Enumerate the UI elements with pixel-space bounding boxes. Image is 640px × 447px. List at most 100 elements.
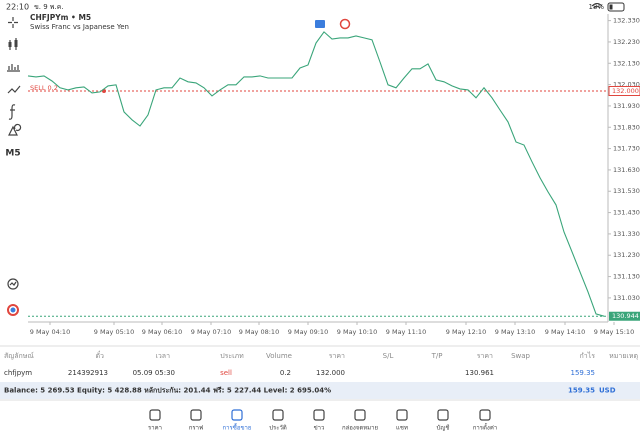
- y-tick-label: 131.930: [613, 102, 640, 110]
- position-price: 130.961: [465, 369, 494, 377]
- x-tick-label: 9 May 04:10: [30, 328, 70, 336]
- price-tag-label: 132.000: [612, 87, 639, 95]
- column-header: ราคา: [477, 352, 493, 360]
- zoom-tool[interactable]: [7, 278, 19, 290]
- y-tick-label: 131.830: [613, 123, 640, 131]
- y-tick-label: 131.630: [613, 166, 640, 174]
- price-line-series: [27, 31, 605, 317]
- y-tick-label: 131.230: [613, 251, 640, 259]
- price-line-label: SELL 0.2: [30, 84, 58, 92]
- position-profit: 159.35: [571, 369, 596, 377]
- tab-label: การซื้อขาย: [223, 422, 252, 432]
- tab-icon: [149, 409, 161, 421]
- battery-icon: [607, 2, 625, 12]
- column-header: สัญลักษณ์: [4, 352, 34, 360]
- y-tick-label: 131.530: [613, 187, 640, 195]
- tab-icon: [313, 409, 325, 421]
- battery-fill: [609, 4, 613, 10]
- position-open-price: 132.000: [316, 369, 345, 377]
- shapes-tool[interactable]: [8, 123, 22, 136]
- tab[interactable]: ราคา: [148, 409, 162, 432]
- y-tick-label: 131.130: [613, 273, 640, 281]
- trade-button[interactable]: [7, 304, 19, 316]
- y-tick-label: 132.330: [613, 17, 640, 25]
- trade-glyph: [10, 307, 16, 313]
- tab-icon: [354, 409, 366, 421]
- tab-icon: [231, 409, 243, 421]
- y-tick-label: 131.030: [613, 294, 640, 302]
- y-tick-label: 132.130: [613, 59, 640, 67]
- tab[interactable]: แชท: [396, 409, 408, 432]
- y-tick-label: 131.430: [613, 209, 640, 217]
- x-tick-label: 9 May 11:10: [386, 328, 426, 336]
- candle-icon: [14, 40, 18, 47]
- candle-icon: [8, 42, 12, 47]
- x-tick-label: 9 May 07:10: [191, 328, 231, 336]
- tab[interactable]: กล่องจดหมาย: [342, 409, 378, 432]
- crosshair-tool[interactable]: [8, 17, 18, 28]
- x-tick-label: 9 May 14:10: [545, 328, 585, 336]
- clock: 22:10: [6, 3, 29, 12]
- tab-label: กราฟ: [189, 425, 203, 432]
- tab-label: ประวัติ: [269, 425, 287, 432]
- tab-icon: [190, 409, 202, 421]
- y-tick-label: 131.330: [613, 230, 640, 238]
- timeframe-button[interactable]: M5: [5, 149, 20, 159]
- column-header: ตั๋ว: [96, 351, 105, 360]
- currency: USD: [599, 387, 616, 395]
- x-tick-label: 9 May 06:10: [142, 328, 182, 336]
- y-tick-label: 132.230: [613, 38, 640, 46]
- account-summary: Balance: 5 269.53 Equity: 5 428.88 หลักป…: [4, 387, 331, 395]
- table-header: สัญลักษณ์ ตั๋ว เวลา ประเภท Volume ราคา S/L T/P ร…: [4, 351, 638, 360]
- tab[interactable]: การตั้งค่า: [473, 409, 497, 432]
- tab-label: ข่าว: [314, 425, 325, 432]
- tab[interactable]: การซื้อขาย: [223, 409, 252, 432]
- position-type: sell: [220, 369, 232, 377]
- column-header: ประเภท: [220, 352, 244, 360]
- price-tag: [609, 311, 640, 321]
- toolbar: M5: [5, 17, 22, 316]
- total-profit: 159.35: [568, 387, 595, 395]
- tab[interactable]: บัญชี: [437, 409, 450, 432]
- signal-icon[interactable]: [339, 18, 351, 30]
- zoom-glyph: [9, 281, 17, 286]
- price-tag: [608, 86, 640, 96]
- column-header: เวลา: [155, 352, 170, 360]
- price-tag-label: 130.944: [612, 312, 639, 320]
- position-symbol[interactable]: chfjpym: [4, 369, 32, 377]
- position-volume: 0.2: [280, 369, 291, 377]
- x-tick-label: 9 May 10:10: [337, 328, 377, 336]
- y-tick-label: 131.730: [613, 145, 640, 153]
- indicators-tool[interactable]: [7, 64, 20, 72]
- column-header: หมายเหตุ: [609, 352, 638, 360]
- x-tick-label: 9 May 13:10: [495, 328, 535, 336]
- summary-bar: [0, 382, 640, 399]
- tab[interactable]: กราฟ: [189, 409, 203, 432]
- function-tool[interactable]: [8, 104, 16, 120]
- x-tick-label: 9 May 15:10: [594, 328, 634, 336]
- column-header: ราคา: [329, 352, 345, 360]
- tab-label: บัญชี: [437, 424, 450, 432]
- x-tick-label: 9 May 05:10: [94, 328, 134, 336]
- tab-icon: [396, 409, 408, 421]
- tab-label: การตั้งค่า: [473, 422, 497, 432]
- tab-icon: [437, 409, 449, 421]
- one-click-icon[interactable]: [315, 20, 325, 28]
- column-header: T/P: [431, 352, 443, 360]
- tab-bar: ราคา กราฟ การซื้อขาย ประวัติ ข่าว กล่องจดหมาย…: [148, 409, 497, 432]
- objects-tool[interactable]: [7, 85, 21, 94]
- date: ข. 9 พ.ค.: [34, 3, 64, 11]
- x-tick-label: 9 May 12:10: [446, 328, 486, 336]
- tab-label: กล่องจดหมาย: [342, 425, 378, 432]
- chart-subtitle: Swiss Franc vs Japanese Yen: [30, 23, 129, 31]
- position-ticket: 214392913: [68, 369, 108, 377]
- y-tick-label: 132.030: [613, 81, 640, 89]
- tab[interactable]: ประวัติ: [269, 409, 287, 432]
- column-header: กำไร: [580, 351, 596, 360]
- column-header: Volume: [266, 352, 292, 360]
- tab-icon: [272, 409, 284, 421]
- x-tick-label: 9 May 09:10: [288, 328, 328, 336]
- tab[interactable]: ข่าว: [313, 409, 325, 432]
- x-tick-label: 9 May 08:10: [239, 328, 279, 336]
